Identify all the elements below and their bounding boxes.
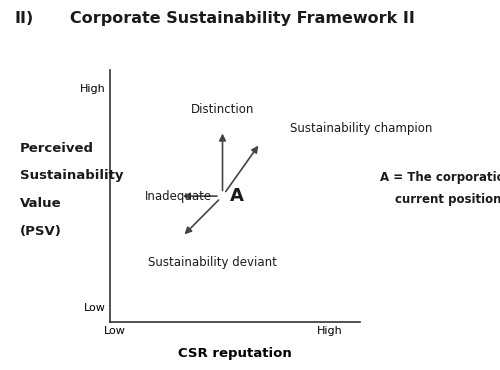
Text: Corporate Sustainability Framework II: Corporate Sustainability Framework II [70, 11, 415, 26]
Text: Value: Value [20, 197, 61, 210]
Text: Perceived: Perceived [20, 141, 94, 155]
Text: Distinction: Distinction [191, 102, 254, 115]
Text: A = The corporation's: A = The corporation's [380, 171, 500, 184]
Text: Inadequate: Inadequate [145, 189, 212, 203]
Text: Sustainability deviant: Sustainability deviant [148, 256, 276, 269]
Text: A: A [230, 187, 244, 205]
Text: Sustainability champion: Sustainability champion [290, 122, 432, 135]
Text: II): II) [15, 11, 34, 26]
Text: (PSV): (PSV) [20, 225, 62, 238]
Text: current position: current position [395, 193, 500, 206]
X-axis label: CSR reputation: CSR reputation [178, 347, 292, 360]
Text: Sustainability: Sustainability [20, 169, 124, 182]
